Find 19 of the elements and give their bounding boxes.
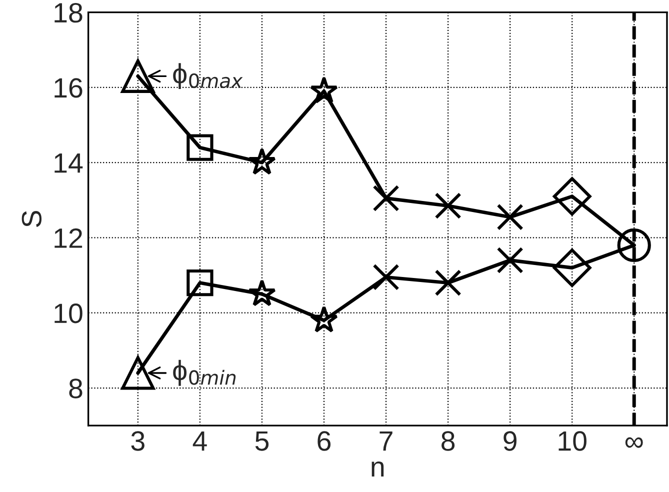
y-tick-label: 18 <box>54 2 82 23</box>
x-tick-label: 10 <box>558 431 586 451</box>
x-tick-label: 4 <box>192 431 207 451</box>
x-tick-label: 6 <box>318 431 331 451</box>
x-tick-label: 3 <box>131 431 144 451</box>
x-axis-title: n <box>372 462 384 476</box>
annotation: ϕ$_{0min}$ <box>173 360 236 386</box>
x-tick-label: ∞ <box>625 437 643 448</box>
x-tick-label: 7 <box>380 431 392 451</box>
x-tick-label: 5 <box>255 431 269 451</box>
annotation: ϕ$_{0max}$ <box>173 63 243 90</box>
y-tick-label: 8 <box>69 378 82 398</box>
y-tick-label: 14 <box>54 154 83 173</box>
x-tick-label: 8 <box>442 431 455 451</box>
y-tick-label: 10 <box>54 304 82 324</box>
y-tick-label: 16 <box>54 78 82 98</box>
y-tick-label: 12 <box>54 228 82 248</box>
x-tick-label: 9 <box>504 431 516 451</box>
y-axis-title: S <box>22 210 42 227</box>
